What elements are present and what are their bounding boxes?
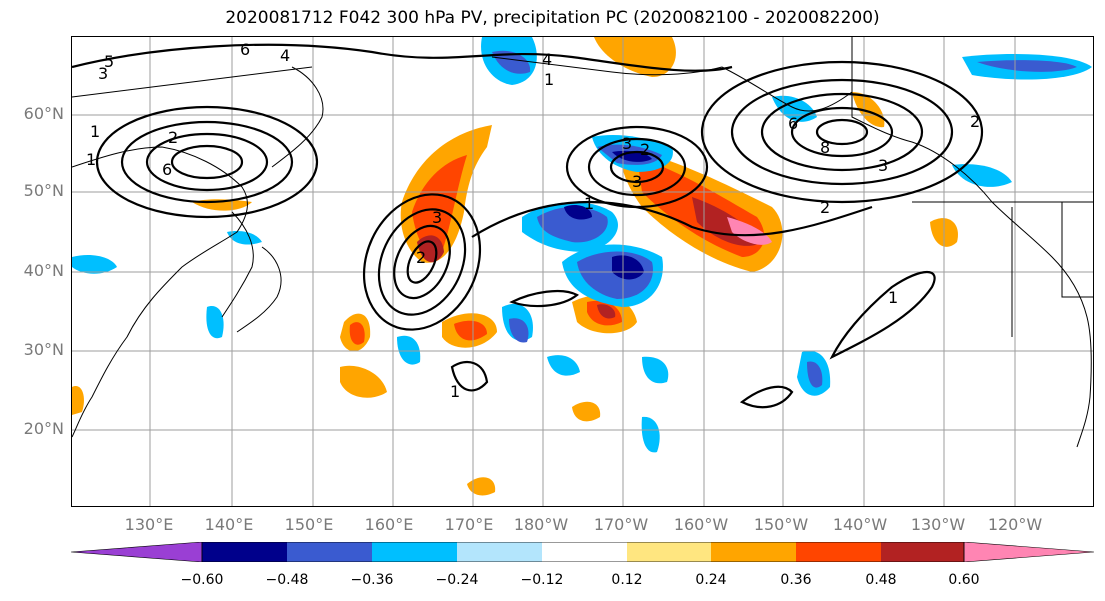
map-panel: 5 6 4 3 2 1 6 3 2 1 3 2 3 4 1 1 6 8 3 2 … bbox=[71, 36, 1094, 507]
lat-label-40n: 40°N bbox=[23, 261, 64, 280]
colorbar-tick: −0.36 bbox=[350, 572, 394, 588]
lon-label-180w: 180°W bbox=[513, 515, 569, 534]
lon-label-120w: 120°W bbox=[987, 515, 1043, 534]
colorbar-tick: 0.60 bbox=[948, 572, 980, 588]
contour-label: 1 bbox=[888, 288, 898, 307]
colorbar-bin bbox=[796, 542, 881, 562]
colorbar-tick: 0.24 bbox=[695, 572, 727, 588]
lon-label-150w: 150°W bbox=[753, 515, 809, 534]
contour-label: 1 bbox=[450, 382, 460, 401]
colorbar-tick: 0.12 bbox=[611, 572, 643, 588]
colorbar-tick: −0.12 bbox=[520, 572, 564, 588]
lon-label-140w: 140°W bbox=[832, 515, 888, 534]
contour-label: 8 bbox=[820, 138, 830, 157]
colorbar bbox=[71, 542, 1094, 562]
colorbar-tick: −0.60 bbox=[180, 572, 224, 588]
colorbar-bin bbox=[542, 542, 627, 562]
colorbar-bin bbox=[711, 542, 796, 562]
contour-label: 1 bbox=[544, 70, 554, 89]
lon-label-130e: 130°E bbox=[124, 515, 174, 534]
contour-label: 6 bbox=[162, 160, 172, 179]
contour-label: 3 bbox=[878, 156, 888, 175]
contour-label: 1 bbox=[90, 122, 100, 141]
lat-label-50n: 50°N bbox=[23, 181, 64, 200]
lon-label-150e: 150°E bbox=[284, 515, 334, 534]
precip-positive-shading bbox=[72, 37, 958, 496]
colorbar-bin bbox=[202, 542, 287, 562]
contour-label: 2 bbox=[168, 128, 178, 147]
contour-label: 3 bbox=[622, 134, 632, 153]
lon-label-130w: 130°W bbox=[910, 515, 966, 534]
colorbar-bin bbox=[627, 542, 711, 562]
contour-label: 4 bbox=[542, 50, 552, 69]
contour-label: 3 bbox=[432, 208, 442, 227]
contour-label: 4 bbox=[280, 46, 290, 65]
colorbar-tick: 0.48 bbox=[865, 572, 897, 588]
colorbar-tick: 0.36 bbox=[780, 572, 812, 588]
contour-label: 6 bbox=[788, 114, 798, 133]
contour-label: 1 bbox=[86, 150, 96, 169]
colorbar-bin bbox=[457, 542, 542, 562]
precip-negative-shading bbox=[72, 37, 1092, 453]
contour-label: 2 bbox=[640, 140, 650, 159]
lon-label-160w: 160°W bbox=[673, 515, 729, 534]
colorbar-bin bbox=[372, 542, 457, 562]
contour-label: 3 bbox=[632, 172, 642, 191]
contour-label: 3 bbox=[98, 64, 108, 83]
figure-title: 2020081712 F042 300 hPa PV, precipitatio… bbox=[225, 8, 880, 28]
contour-label: 5 bbox=[104, 52, 114, 71]
colorbar-tick: −0.24 bbox=[435, 572, 479, 588]
contour-label: 2 bbox=[970, 112, 980, 131]
colorbar-bin bbox=[287, 542, 372, 562]
lat-label-60n: 60°N bbox=[23, 104, 64, 123]
colorbar-extend-max bbox=[963, 542, 1094, 562]
lon-label-140e: 140°E bbox=[204, 515, 254, 534]
lon-label-170w: 170°W bbox=[593, 515, 649, 534]
pv-contours bbox=[72, 43, 984, 409]
contour-label: 1 bbox=[584, 194, 594, 213]
contour-label: 6 bbox=[240, 40, 250, 59]
colorbar-tick: −0.48 bbox=[265, 572, 309, 588]
lat-label-20n: 20°N bbox=[23, 419, 64, 438]
contour-label: 2 bbox=[820, 198, 830, 217]
contour-label: 2 bbox=[416, 248, 426, 267]
colorbar-bin bbox=[881, 542, 964, 562]
map-canvas: 5 6 4 3 2 1 6 3 2 1 3 2 3 4 1 1 6 8 3 2 … bbox=[72, 37, 1093, 506]
lon-label-170e: 170°E bbox=[444, 515, 494, 534]
lat-label-30n: 30°N bbox=[23, 340, 64, 359]
colorbar-extend-min bbox=[71, 542, 203, 562]
lon-label-160e: 160°E bbox=[364, 515, 414, 534]
contour-labels: 5 6 4 3 2 1 6 3 2 1 3 2 3 4 1 1 6 8 3 2 … bbox=[86, 40, 980, 401]
